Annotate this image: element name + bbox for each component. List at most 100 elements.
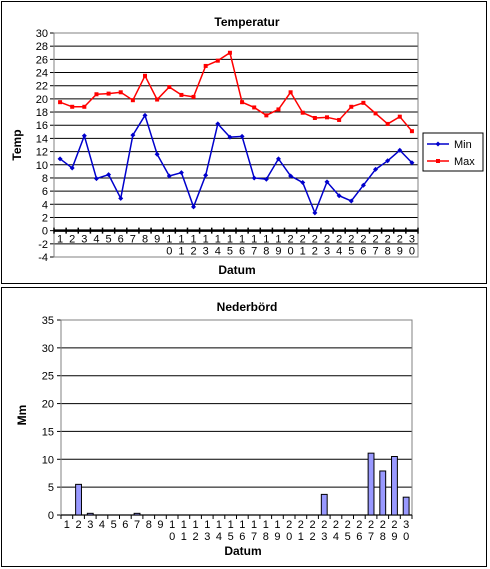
- x-tick-label: 1: [64, 519, 70, 531]
- y-tick-label: 2: [42, 212, 48, 224]
- x-axis-title: Datum: [218, 263, 255, 277]
- legend-marker: [435, 141, 441, 147]
- data-point: [288, 90, 293, 95]
- y-tick-label: 0: [48, 510, 54, 522]
- y-tick-label: 20: [36, 94, 48, 106]
- data-point: [288, 173, 294, 179]
- x-axis-title: Datum: [224, 544, 261, 558]
- bar: [75, 483, 82, 516]
- data-point: [130, 132, 136, 138]
- data-point: [155, 97, 160, 102]
- data-point: [191, 204, 197, 210]
- x-tick-label: 5: [106, 234, 112, 246]
- data-point: [154, 151, 160, 157]
- x-tick-label: 2: [69, 234, 75, 246]
- x-tick-label: 2: [75, 519, 81, 531]
- y-tick-label: 30: [36, 28, 48, 40]
- y-tick-label: 10: [42, 454, 54, 466]
- data-point: [70, 104, 75, 109]
- y-tick-label: -4: [38, 252, 48, 264]
- data-point: [227, 134, 233, 140]
- y-tick-label: 22: [36, 81, 48, 93]
- x-tick-label: 4: [99, 519, 105, 531]
- data-point: [81, 133, 87, 139]
- data-point: [397, 114, 402, 119]
- data-point: [166, 173, 172, 179]
- data-point: [239, 133, 245, 139]
- x-tick-label: 6: [118, 234, 124, 246]
- bar: [86, 512, 94, 516]
- data-point: [312, 210, 318, 216]
- data-point: [264, 113, 269, 118]
- data-point: [263, 176, 269, 182]
- y-tick-label: 8: [42, 173, 48, 185]
- data-point: [57, 156, 63, 162]
- plot-area: [60, 319, 413, 516]
- y-tick-label: 4: [42, 199, 48, 211]
- x-tick-label: 4: [93, 234, 99, 246]
- data-point: [58, 100, 63, 105]
- precipitation-chart-panel: Nederbörd Mm Datum 0 5 10 15 20 25 30 35 1 2 3 4 5 6 7…: [1, 287, 487, 567]
- y-tick-label: 10: [36, 160, 48, 172]
- x-tick-label: 1: [57, 234, 63, 246]
- x-tick-label: 3: [87, 519, 93, 531]
- x-tick-label: 5: [111, 519, 117, 531]
- legend-label: Max: [454, 156, 475, 168]
- data-point: [409, 160, 415, 166]
- bar: [379, 470, 387, 516]
- data-point: [300, 180, 306, 186]
- data-point: [348, 198, 354, 204]
- temperature-chart: Temperatur Temp Datum -4-202468101214161…: [10, 15, 484, 277]
- data-point: [227, 50, 232, 55]
- x-tick-label: 7: [134, 519, 140, 531]
- y-tick-label: 20: [42, 399, 54, 411]
- x-tick-label: 7: [130, 234, 136, 246]
- y-tick-label: 25: [42, 371, 54, 383]
- bar: [320, 493, 328, 516]
- data-point: [130, 98, 135, 103]
- chart-title: Nederbörd: [217, 300, 278, 314]
- x-tick-label: 9: [154, 234, 160, 246]
- x-tick-label: 8: [146, 519, 152, 531]
- data-point: [191, 94, 196, 99]
- data-point: [397, 147, 403, 153]
- temperature-chart-panel: Temperatur Temp Datum -4 -2 0 2 4 6 8 10 12 14 16 1…: [1, 1, 487, 284]
- data-point: [106, 91, 111, 96]
- data-point: [142, 112, 148, 118]
- data-point: [215, 121, 221, 127]
- y-tick-label: 26: [36, 54, 48, 66]
- bar: [367, 452, 375, 516]
- data-point: [276, 107, 281, 112]
- plot-area: [53, 32, 419, 258]
- bar: [402, 496, 410, 516]
- series-line-max: [59, 51, 413, 132]
- legend-label: Min: [454, 139, 472, 151]
